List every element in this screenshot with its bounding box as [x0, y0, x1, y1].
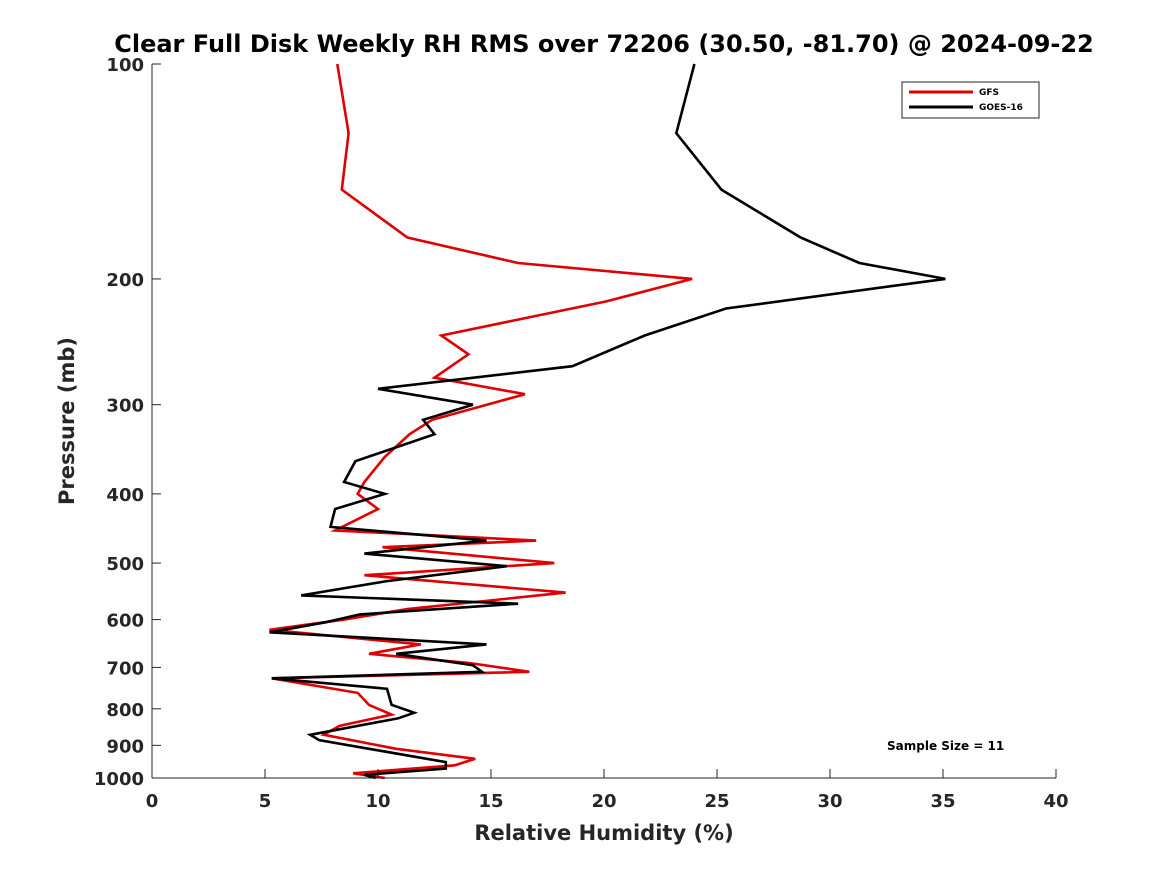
x-tick-label: 30	[817, 791, 842, 812]
series-layer	[269, 63, 946, 780]
x-tick-label: 0	[146, 791, 159, 812]
plot-area	[152, 64, 1056, 778]
x-axis-label: Relative Humidity (%)	[474, 821, 733, 845]
y-tick-label: 900	[106, 736, 144, 757]
x-tick-label: 35	[930, 791, 955, 812]
x-tick-label: 15	[478, 791, 503, 812]
legend: GFS GOES-16	[901, 81, 1040, 119]
x-tick-label: 25	[704, 791, 729, 812]
series-line-gfs	[269, 63, 693, 780]
y-tick-label: 100	[106, 55, 144, 76]
chart-title: Clear Full Disk Weekly RH RMS over 72206…	[114, 30, 1094, 58]
y-tick-label: 400	[106, 485, 144, 506]
x-tick-label: 20	[591, 791, 616, 812]
y-tick-label: 200	[106, 270, 144, 291]
y-tick-label: 700	[106, 658, 144, 679]
legend-label-gfs: GFS	[979, 88, 999, 98]
x-tick-label: 40	[1043, 791, 1068, 812]
y-tick-label: 1000	[94, 769, 144, 790]
y-tick-label: 600	[106, 611, 144, 632]
ticks-layer: 0 5 10 15 20 25 30 35 40 100 200 300 400 500 600 700 800…	[94, 55, 1069, 812]
legend-box	[901, 81, 1040, 119]
sample-size-annotation: Sample Size = 11	[887, 739, 1004, 753]
x-tick-label: 10	[365, 791, 390, 812]
y-tick-label: 800	[106, 700, 144, 721]
y-axis-label: Pressure (mb)	[55, 337, 79, 505]
x-tick-label: 5	[259, 791, 272, 812]
legend-label-goes-16: GOES-16	[979, 103, 1023, 113]
y-tick-label: 500	[106, 554, 144, 575]
y-tick-label: 300	[106, 396, 144, 417]
series-line-goes-16	[269, 63, 946, 780]
